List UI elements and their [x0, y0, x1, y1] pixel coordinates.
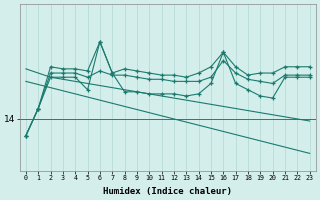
X-axis label: Humidex (Indice chaleur): Humidex (Indice chaleur) — [103, 187, 232, 196]
